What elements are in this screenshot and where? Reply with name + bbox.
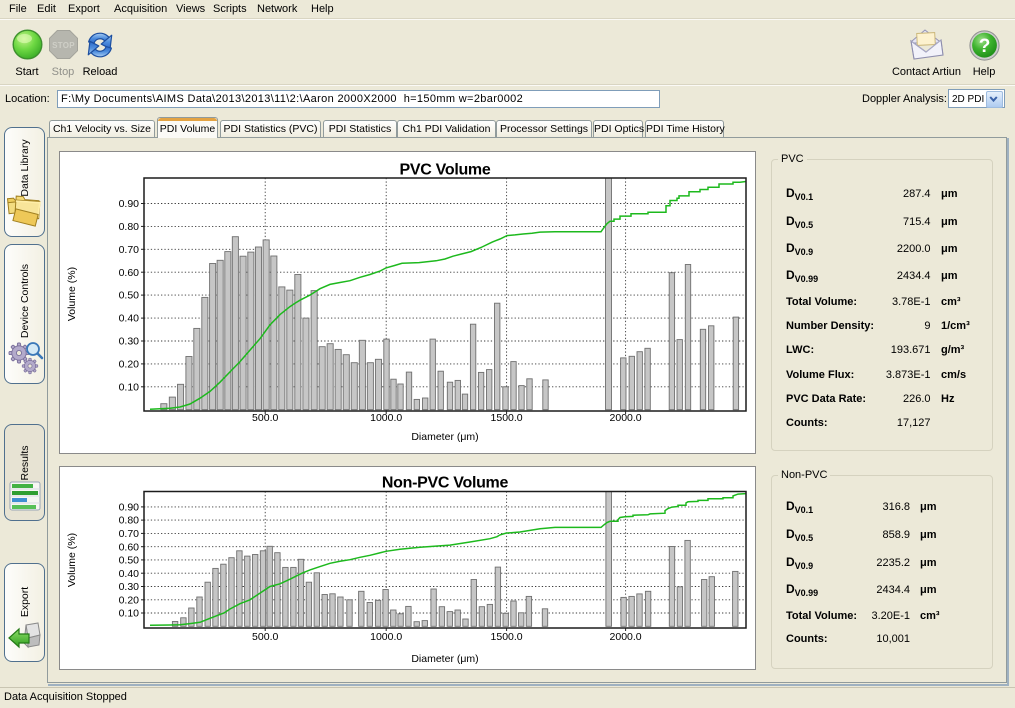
svg-text:0.70: 0.70 [119,528,140,540]
svg-text:Diameter (μm): Diameter (μm) [411,431,478,443]
svg-text:0.20: 0.20 [119,359,140,371]
svg-text:Volume (%): Volume (%) [66,267,78,321]
svg-text:Diameter (μm): Diameter (μm) [411,653,478,665]
svg-text:STOP: STOP [52,41,75,50]
svg-text:1500.0: 1500.0 [491,631,523,643]
svg-text:1000.0: 1000.0 [370,631,402,643]
svg-text:0.30: 0.30 [119,336,140,348]
svg-text:0.50: 0.50 [119,290,140,302]
svg-text:0.60: 0.60 [119,267,140,279]
svg-text:0.30: 0.30 [119,581,140,593]
svg-text:0.80: 0.80 [119,515,140,527]
svg-text:2000.0: 2000.0 [610,631,642,643]
svg-text:0.50: 0.50 [119,555,140,567]
svg-text:0.10: 0.10 [119,381,140,393]
svg-text:Non-PVC Volume: Non-PVC Volume [382,475,509,492]
svg-text:0.40: 0.40 [119,313,140,325]
svg-text:0.70: 0.70 [119,244,140,256]
svg-text:0.80: 0.80 [119,221,140,233]
svg-text:0.60: 0.60 [119,541,140,553]
svg-text:0.10: 0.10 [119,608,140,620]
svg-text:0.90: 0.90 [119,198,140,210]
svg-text:?: ? [979,36,991,57]
svg-text:1500.0: 1500.0 [491,412,523,424]
svg-text:Volume (%): Volume (%) [66,533,78,587]
svg-text:PVC Volume: PVC Volume [400,162,491,179]
svg-text:1000.0: 1000.0 [370,412,402,424]
svg-text:500.0: 500.0 [252,412,278,424]
svg-text:0.90: 0.90 [119,502,140,514]
svg-text:0.20: 0.20 [119,594,140,606]
svg-text:500.0: 500.0 [252,631,278,643]
svg-text:0.40: 0.40 [119,568,140,580]
svg-text:2000.0: 2000.0 [610,412,642,424]
